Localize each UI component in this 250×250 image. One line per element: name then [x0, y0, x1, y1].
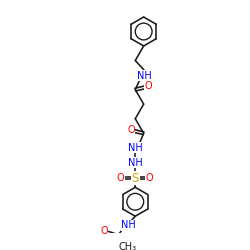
Text: O: O [127, 125, 135, 135]
Text: NH: NH [122, 220, 136, 230]
Text: O: O [146, 173, 154, 183]
Text: O: O [117, 173, 124, 183]
Text: NH: NH [137, 70, 152, 81]
Text: CH₃: CH₃ [118, 242, 136, 250]
Text: S: S [132, 172, 139, 184]
Text: NH: NH [128, 143, 143, 153]
Text: O: O [144, 81, 152, 91]
Text: O: O [100, 226, 108, 235]
Text: NH: NH [128, 158, 143, 168]
